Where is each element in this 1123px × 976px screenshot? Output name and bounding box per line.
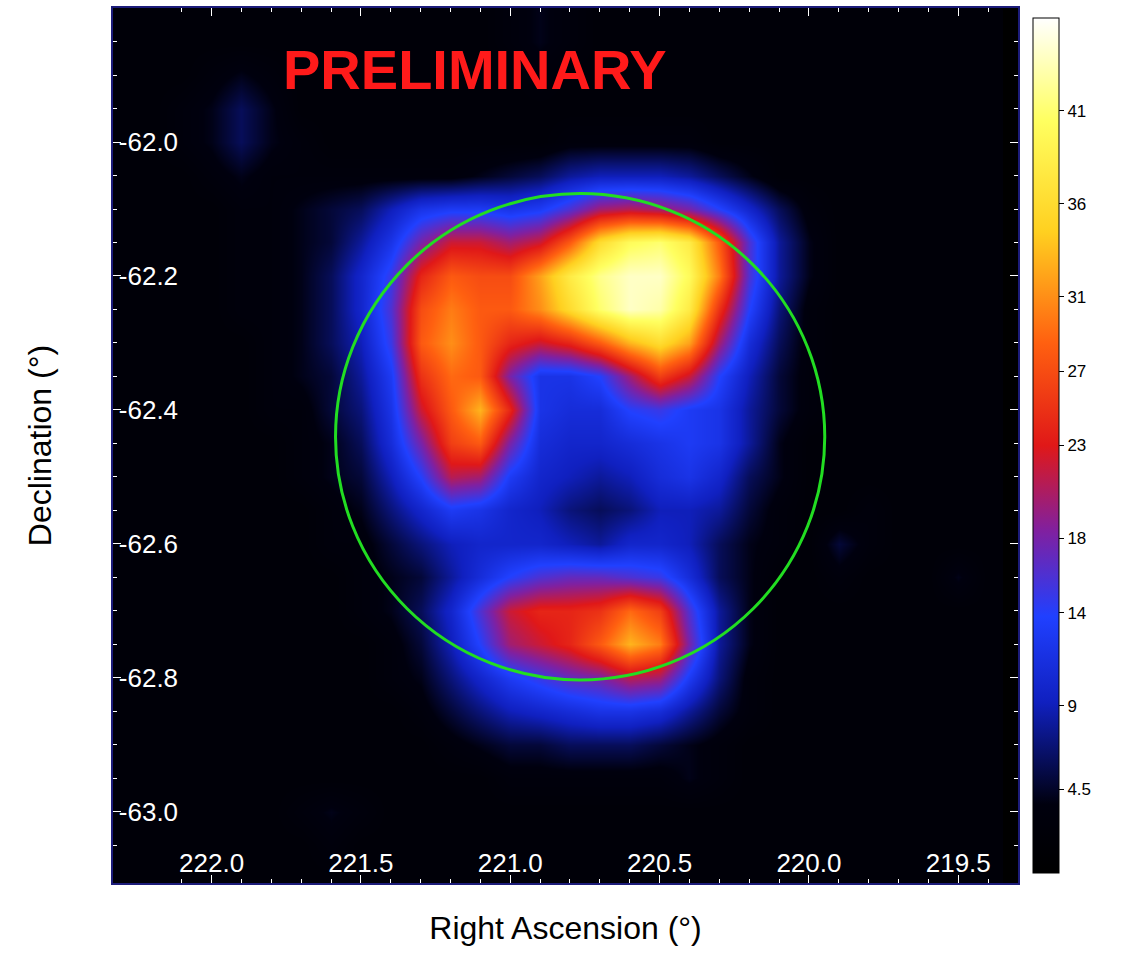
svg-text:-62.0: -62.0 <box>119 127 178 157</box>
svg-text:-63.0: -63.0 <box>119 797 178 827</box>
svg-text:Declination (°): Declination (°) <box>22 345 58 546</box>
svg-text:27: 27 <box>1067 362 1086 381</box>
svg-text:-62.2: -62.2 <box>119 261 178 291</box>
svg-text:221.0: 221.0 <box>478 848 543 878</box>
svg-text:Right Ascension (°): Right Ascension (°) <box>429 910 701 946</box>
svg-text:36: 36 <box>1067 195 1086 214</box>
svg-text:-62.8: -62.8 <box>119 663 178 693</box>
svg-text:9: 9 <box>1067 697 1076 716</box>
svg-text:220.0: 220.0 <box>776 848 841 878</box>
svg-text:4.5: 4.5 <box>1067 780 1091 799</box>
svg-text:PRELIMINARY: PRELIMINARY <box>283 38 667 101</box>
svg-text:220.5: 220.5 <box>627 848 692 878</box>
svg-text:-62.6: -62.6 <box>119 529 178 559</box>
svg-text:23: 23 <box>1067 436 1086 455</box>
svg-text:31: 31 <box>1067 288 1086 307</box>
svg-text:222.0: 222.0 <box>179 848 244 878</box>
svg-text:18: 18 <box>1067 529 1086 548</box>
svg-text:-62.4: -62.4 <box>119 395 178 425</box>
svg-text:41: 41 <box>1067 102 1086 121</box>
svg-text:219.5: 219.5 <box>926 848 991 878</box>
svg-text:14: 14 <box>1067 604 1086 623</box>
svg-text:221.5: 221.5 <box>328 848 393 878</box>
